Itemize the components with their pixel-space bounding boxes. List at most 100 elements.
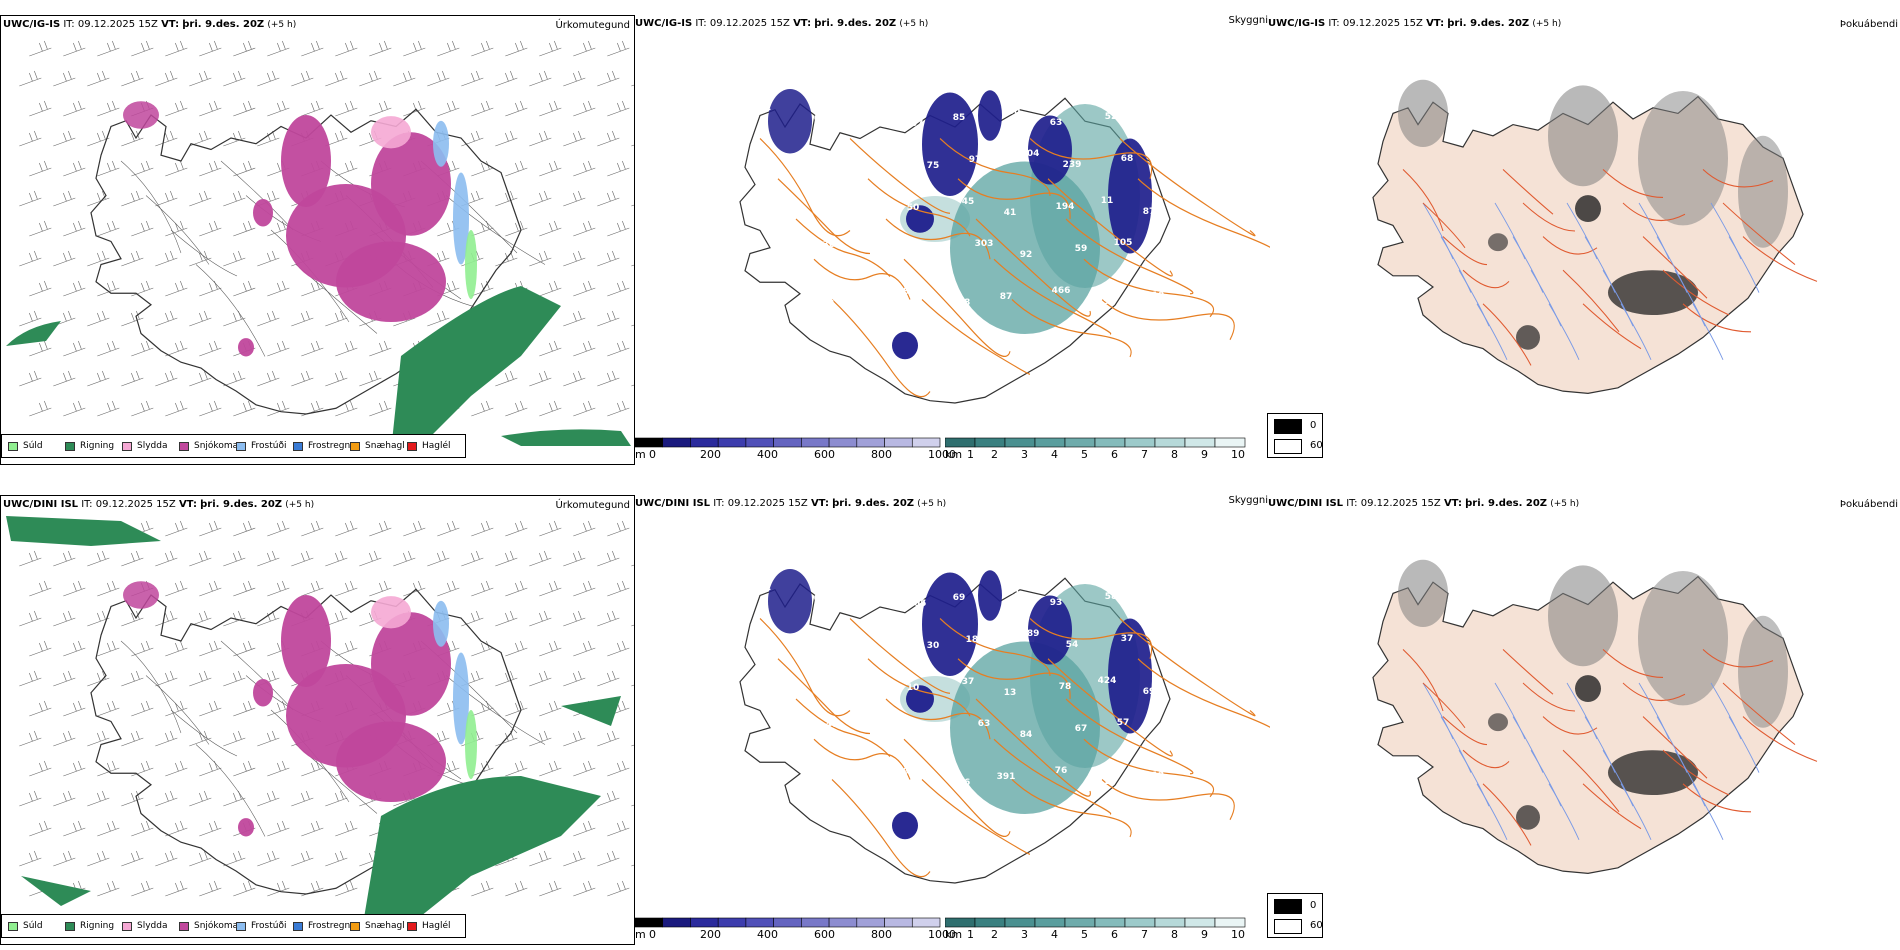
colorbar-tick: 6 (1111, 448, 1118, 461)
wind-barb (189, 790, 212, 807)
road-line (170, 709, 238, 757)
wind-barb (597, 790, 620, 807)
colorbar-tick: 400 (757, 928, 778, 941)
wind-barb (199, 640, 222, 657)
panel-header: UWC/DINI ISL IT: 09.12.2025 15Z VT: þri.… (1268, 498, 1579, 510)
low-cloud-area (978, 570, 1002, 621)
wind-barb (495, 610, 518, 627)
fog-area (1398, 559, 1448, 627)
cloud-base-label: 37 (1121, 634, 1134, 644)
wind-barb (335, 160, 358, 177)
legend-swatch (236, 442, 246, 451)
visibility-colorbar (945, 437, 1246, 448)
colorbar-segment (717, 437, 747, 448)
colorbar-segment (801, 917, 830, 928)
colorbar-tick: 4 (1051, 448, 1058, 461)
wind-barb (53, 190, 76, 207)
it-label: IT: (713, 498, 725, 509)
wind-barb (539, 580, 562, 597)
wind-barb (573, 400, 596, 417)
road-line (1742, 716, 1818, 762)
colorbar-tick: 8 (1171, 928, 1178, 941)
iceland-outline (740, 578, 1170, 883)
colorbar-segment (1094, 437, 1126, 448)
cloud-base-label: 62 (830, 636, 843, 646)
cloud-base-label: 12 (1152, 771, 1165, 781)
road-line (813, 258, 911, 300)
wind-barb (539, 880, 562, 897)
road-line (170, 229, 238, 277)
wind-barb (97, 220, 120, 237)
wind-barb (291, 70, 314, 87)
fog-panel-top: UWC/IG-IS IT: 09.12.2025 15Z VT: þri. 9.… (1268, 15, 1900, 415)
low-cloud-area (1108, 618, 1152, 734)
colorbar-tick: 1000 (928, 928, 956, 941)
it-value: 09.12.2025 15Z (709, 18, 790, 29)
wind-barb (155, 670, 178, 687)
cloud-base-label: 105 (908, 599, 927, 609)
wind-barb (539, 280, 562, 297)
colorbar-segment (773, 917, 802, 928)
legend-label: Snjókoma (194, 441, 239, 451)
cloud-base-colorbar (635, 437, 941, 448)
wind-barb (131, 40, 154, 57)
legend-swatch (179, 922, 189, 931)
wind-barb (63, 220, 86, 237)
wind-barb (505, 640, 528, 657)
wind-barb (189, 370, 212, 387)
wind-barb (223, 190, 246, 207)
wind-barb (573, 640, 596, 657)
wind-barb (19, 790, 42, 807)
wind-barb (121, 610, 144, 627)
cloud-vis-map-top: 1260696785606352586176667597104239685837… (635, 89, 1270, 465)
colorbar-segment (828, 917, 858, 928)
wind-barb (505, 760, 528, 777)
it-label: IT: (81, 499, 93, 510)
lead-time: (+5 h) (917, 499, 947, 509)
road-line (777, 178, 871, 255)
wind-barb (573, 340, 596, 357)
legend-swatch (8, 442, 18, 451)
road-line (1083, 738, 1215, 798)
wind-barb (393, 550, 416, 567)
wind-barb (607, 520, 630, 537)
road-line (885, 698, 991, 740)
wind-barb (325, 790, 348, 807)
legend-label: Snæhagl (365, 921, 405, 931)
dense-fog-area (1575, 195, 1601, 223)
colorbar-segment (974, 917, 1006, 928)
low-cloud-area (1028, 115, 1072, 185)
wind-barb (505, 100, 528, 117)
wind-barb (529, 550, 552, 567)
road-line (1422, 202, 1466, 249)
road-line (1101, 779, 1235, 821)
wind-barb (495, 670, 518, 687)
cloud-base-label: 56 (958, 778, 971, 788)
freezing-drizzle-area (433, 600, 449, 647)
wind-barb (597, 550, 620, 567)
dense-fog-area (1575, 675, 1601, 703)
wind-barb (233, 520, 256, 537)
wind-barb (461, 70, 484, 87)
colorbar-segment (884, 917, 913, 928)
wind-barb (199, 220, 222, 237)
it-value: 09.12.2025 15Z (95, 499, 176, 510)
road-line (1682, 783, 1752, 813)
colorbar-segment (662, 917, 691, 928)
fog-swatch (1274, 419, 1302, 434)
wind-barb (19, 130, 42, 147)
wind-barb (529, 70, 552, 87)
wind-barb (291, 790, 314, 807)
cloud-base-label: 61 (788, 162, 801, 172)
model-name: UWC/IG-IS (1268, 18, 1326, 29)
cloud-base-label: 41 (1004, 208, 1017, 218)
wind-barb (233, 100, 256, 117)
iceland-map (91, 581, 546, 894)
wind-barb (121, 550, 144, 567)
wind-barb (29, 100, 52, 117)
cloud-base-label: 239 (1063, 160, 1082, 170)
cloud-base-label: 50 (907, 203, 920, 213)
vt-label: VT: (178, 499, 197, 510)
colorbar-tick: 200 (700, 928, 721, 941)
road-line (1137, 658, 1270, 734)
